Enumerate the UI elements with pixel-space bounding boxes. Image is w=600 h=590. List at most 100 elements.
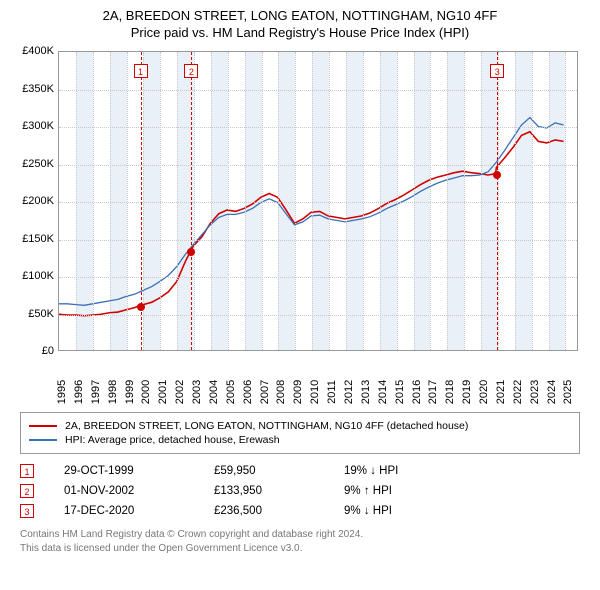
gridline-h [59, 165, 577, 166]
chart-title: 2A, BREEDON STREET, LONG EATON, NOTTINGH… [10, 8, 590, 23]
event-date: 29-OCT-1999 [64, 465, 214, 477]
x-tick-label: 2018 [444, 380, 456, 404]
x-tick-label: 2017 [427, 380, 439, 404]
event-row: 1 29-OCT-1999 £59,950 19% ↓ HPI [20, 464, 580, 478]
x-tick-label: 2010 [309, 380, 321, 404]
x-tick-label: 2005 [225, 380, 237, 404]
event-diff: 9% ↑ HPI [344, 485, 464, 497]
gridline-v [295, 52, 296, 350]
y-tick-label: £250K [10, 158, 54, 170]
gridline-v [414, 52, 415, 350]
x-tick-label: 2013 [360, 380, 372, 404]
gridline-v [127, 52, 128, 350]
gridline-v [211, 52, 212, 350]
marker-number-box: 2 [184, 64, 198, 78]
y-tick-label: £100K [10, 270, 54, 282]
x-tick-label: 2011 [326, 380, 338, 404]
gridline-v [160, 52, 161, 350]
gridline-v [481, 52, 482, 350]
plot-region: 123 [58, 51, 578, 351]
gridline-v [228, 52, 229, 350]
x-tick-label: 1997 [90, 380, 102, 404]
x-axis-labels: 1995199619971998199920002001200220032004… [58, 358, 578, 398]
legend-item-property: 2A, BREEDON STREET, LONG EATON, NOTTINGH… [29, 420, 571, 432]
chart-titles: 2A, BREEDON STREET, LONG EATON, NOTTINGH… [10, 8, 590, 40]
x-tick-label: 2014 [377, 380, 389, 404]
gridline-v [329, 52, 330, 350]
gridline-v [76, 52, 77, 350]
gridline-v [346, 52, 347, 350]
event-price: £133,950 [214, 485, 344, 497]
event-row: 3 17-DEC-2020 £236,500 9% ↓ HPI [20, 504, 580, 518]
x-tick-label: 1998 [107, 380, 119, 404]
x-tick-label: 2006 [242, 380, 254, 404]
gridline-h [59, 90, 577, 91]
footer-line: Contains HM Land Registry data © Crown c… [20, 528, 580, 542]
event-price: £59,950 [214, 465, 344, 477]
y-tick-label: £300K [10, 120, 54, 132]
x-tick-label: 2015 [394, 380, 406, 404]
gridline-v [464, 52, 465, 350]
x-tick-label: 2001 [157, 380, 169, 404]
gridline-v [447, 52, 448, 350]
gridline-v [515, 52, 516, 350]
x-tick-label: 2023 [529, 380, 541, 404]
y-tick-label: £200K [10, 195, 54, 207]
gridline-h [59, 202, 577, 203]
gridline-v [363, 52, 364, 350]
gridline-v [380, 52, 381, 350]
chart-area: £0£50K£100K£150K£200K£250K£300K£350K£400… [10, 46, 590, 406]
x-tick-label: 1995 [56, 380, 68, 404]
gridline-h [59, 277, 577, 278]
event-date: 01-NOV-2002 [64, 485, 214, 497]
marker-dot [493, 171, 501, 179]
marker-dot [137, 303, 145, 311]
x-tick-label: 1999 [124, 380, 136, 404]
x-tick-label: 2025 [562, 380, 574, 404]
legend-label-property: 2A, BREEDON STREET, LONG EATON, NOTTINGH… [65, 420, 468, 432]
gridline-v [312, 52, 313, 350]
event-marker-box: 3 [20, 504, 34, 518]
gridline-v [262, 52, 263, 350]
marker-vline [497, 52, 498, 350]
marker-vline [191, 52, 192, 350]
gridline-v [177, 52, 178, 350]
legend-swatch-property [29, 425, 57, 427]
gridline-v [278, 52, 279, 350]
x-tick-label: 2004 [208, 380, 220, 404]
x-tick-label: 2012 [343, 380, 355, 404]
gridline-h [59, 315, 577, 316]
y-tick-label: £350K [10, 83, 54, 95]
gridline-v [245, 52, 246, 350]
x-tick-label: 2016 [411, 380, 423, 404]
gridline-v [532, 52, 533, 350]
event-marker-box: 2 [20, 484, 34, 498]
event-marker-box: 1 [20, 464, 34, 478]
x-tick-label: 2022 [512, 380, 524, 404]
event-diff: 9% ↓ HPI [344, 505, 464, 517]
gridline-h [59, 240, 577, 241]
legend: 2A, BREEDON STREET, LONG EATON, NOTTINGH… [20, 412, 580, 454]
event-row: 2 01-NOV-2002 £133,950 9% ↑ HPI [20, 484, 580, 498]
marker-number-box: 3 [490, 64, 504, 78]
event-table: 1 29-OCT-1999 £59,950 19% ↓ HPI 2 01-NOV… [20, 464, 580, 518]
x-tick-label: 2019 [461, 380, 473, 404]
x-tick-label: 2021 [495, 380, 507, 404]
x-tick-label: 2008 [275, 380, 287, 404]
gridline-v [430, 52, 431, 350]
legend-swatch-hpi [29, 439, 57, 441]
gridline-v [565, 52, 566, 350]
gridline-v [110, 52, 111, 350]
legend-label-hpi: HPI: Average price, detached house, Erew… [65, 434, 280, 446]
gridline-v [93, 52, 94, 350]
x-tick-label: 2003 [191, 380, 203, 404]
gridline-v [194, 52, 195, 350]
legend-item-hpi: HPI: Average price, detached house, Erew… [29, 434, 571, 446]
chart-subtitle: Price paid vs. HM Land Registry's House … [10, 25, 590, 40]
x-tick-label: 2000 [140, 380, 152, 404]
gridline-v [397, 52, 398, 350]
x-tick-label: 2007 [259, 380, 271, 404]
footer-line: This data is licensed under the Open Gov… [20, 542, 580, 556]
y-tick-label: £0 [10, 345, 54, 357]
gridline-v [549, 52, 550, 350]
